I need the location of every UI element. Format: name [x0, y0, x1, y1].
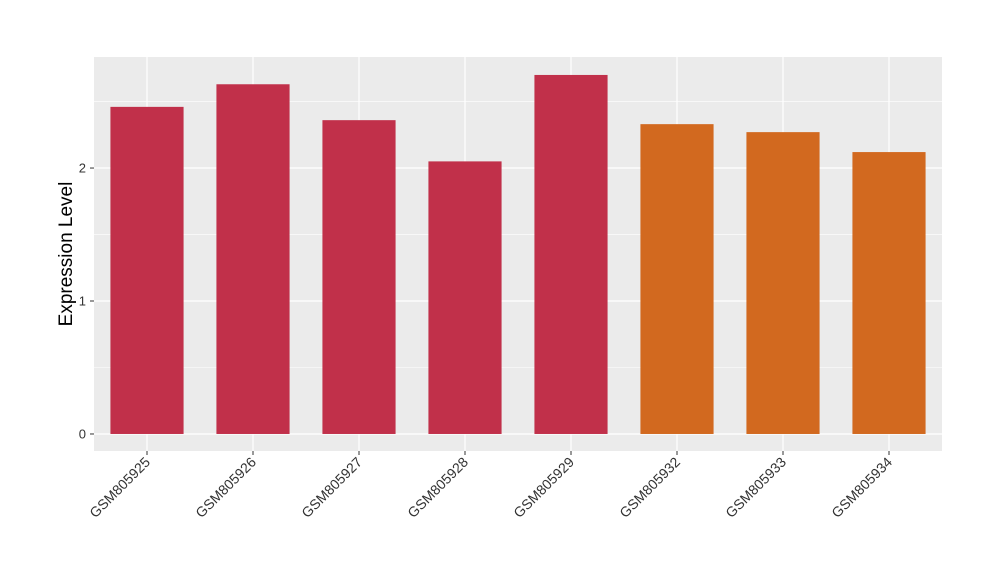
y-tick-label: 2: [79, 161, 86, 176]
x-tick-label: GSM805927: [298, 454, 365, 521]
y-tick-label: 0: [79, 426, 86, 441]
x-tick-label: GSM805928: [404, 454, 471, 521]
bar: [216, 84, 290, 434]
x-tick-label: GSM805934: [828, 454, 895, 521]
x-tick-label: GSM805933: [722, 454, 789, 521]
x-tick-label: GSM805932: [616, 454, 683, 521]
x-tick-label: GSM805929: [510, 454, 577, 521]
bar: [746, 132, 820, 434]
y-tick-label: 1: [79, 294, 86, 309]
x-tick-label: GSM805925: [86, 454, 153, 521]
x-tick-label: GSM805926: [192, 454, 259, 521]
y-axis-title: Expression Level: [56, 182, 77, 327]
bar: [110, 106, 184, 434]
bar: [640, 124, 714, 434]
bar: [428, 161, 502, 434]
bar: [852, 152, 926, 434]
bar: [534, 74, 608, 434]
bar: [322, 120, 396, 434]
